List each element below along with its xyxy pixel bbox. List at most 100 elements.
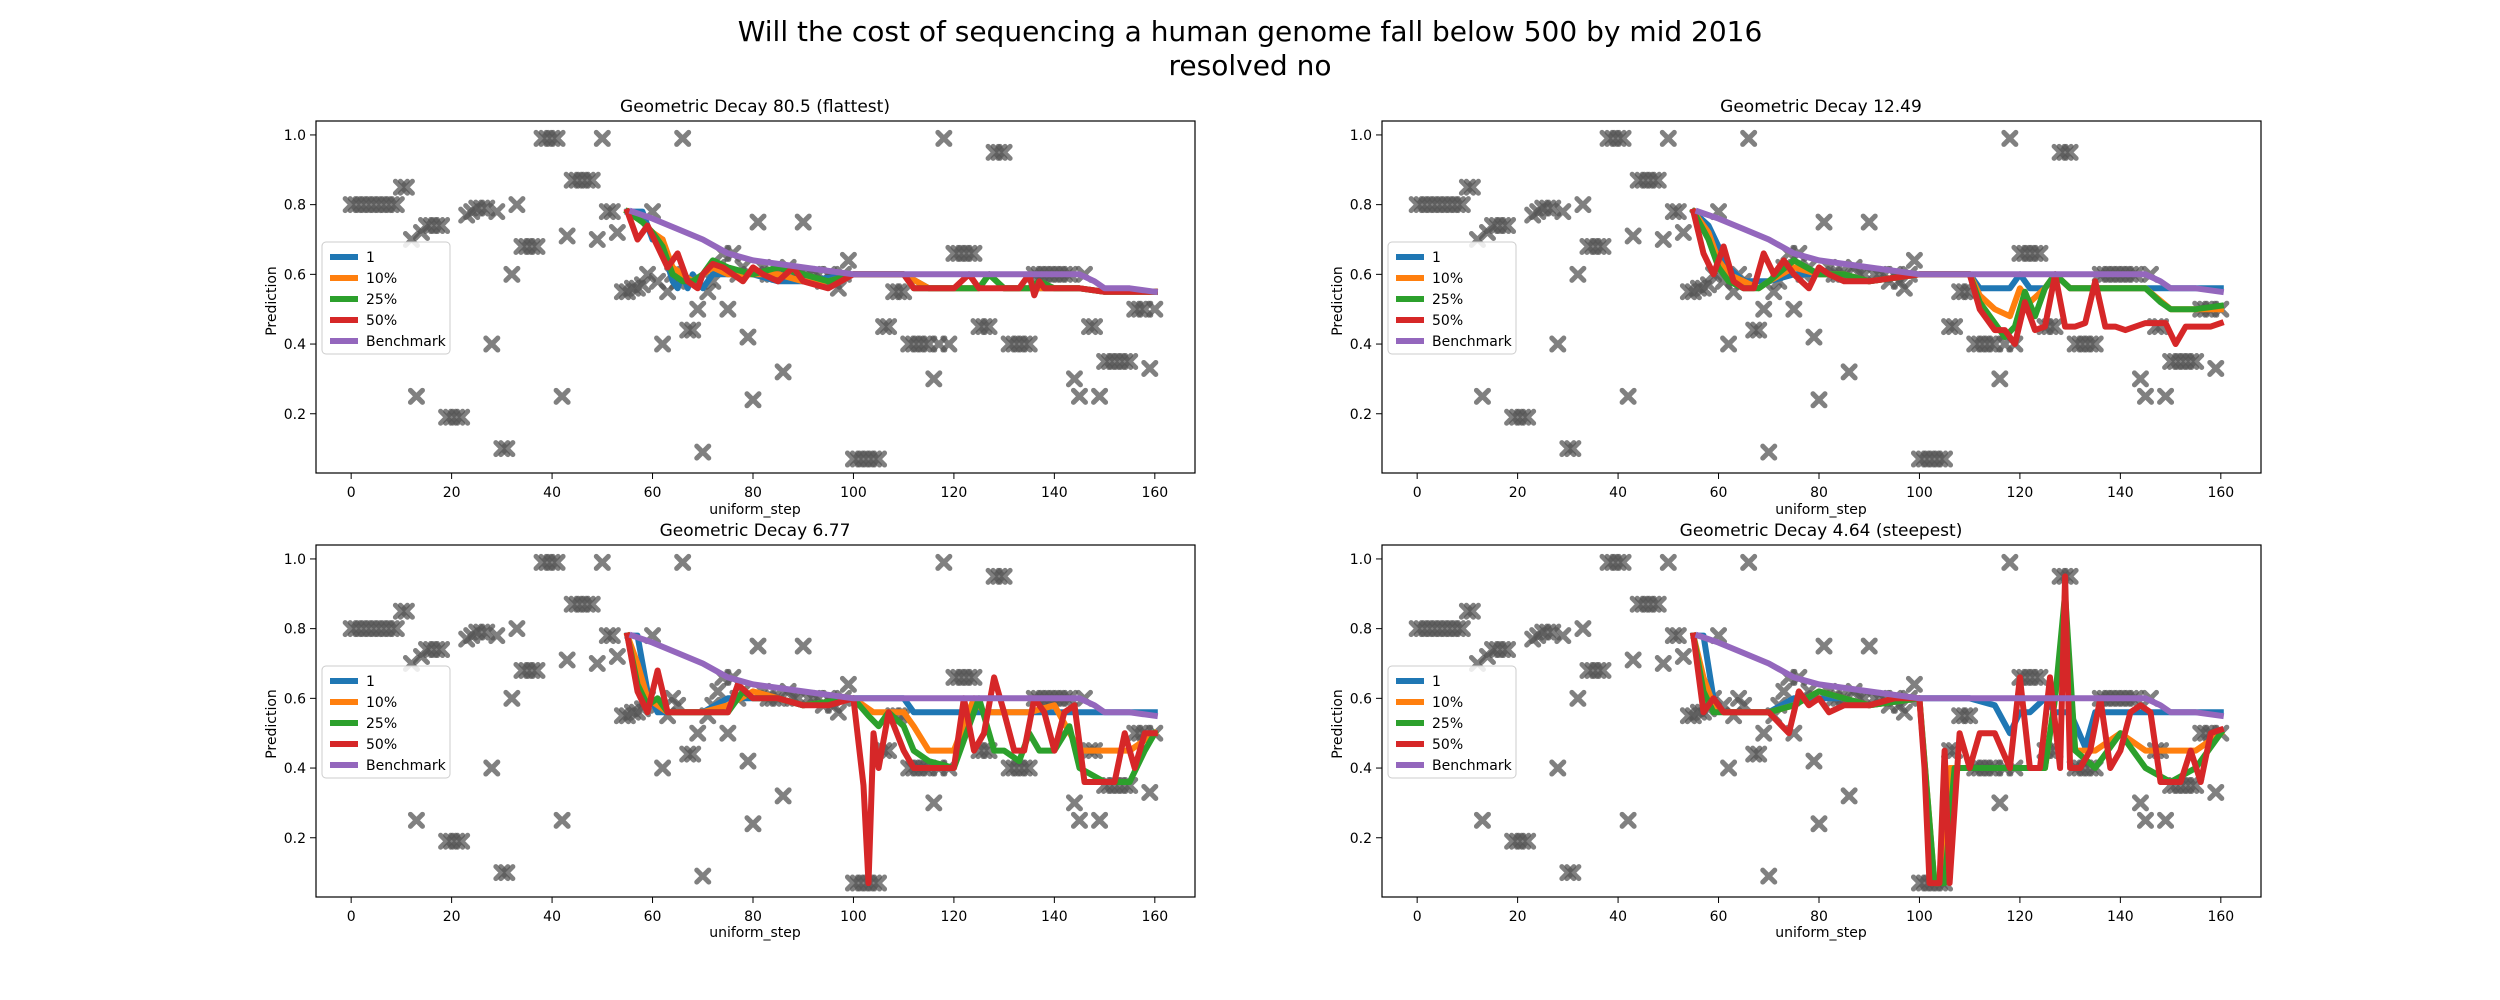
prediction-marker [1086,318,1104,336]
legend-entry-label: 1 [366,674,375,690]
prediction-marker [749,213,767,231]
y-axis-label: Prediction [264,266,280,336]
prediction-marker [749,637,767,655]
prediction-marker [1649,595,1667,613]
prediction-marker [1750,321,1768,339]
prediction-marker [674,553,692,571]
y-tick-label: 0.6 [284,691,306,707]
prediction-marker [774,363,792,381]
prediction-marker [1453,196,1471,214]
prediction-marker [1020,759,1038,777]
prediction-marker [2086,335,2104,353]
subplot-1: Geometric Decay 80.5 (flattest) uniform_… [264,97,890,518]
x-tick-label: 140 [1041,909,1068,925]
legend: 1 10% 25% 50% Benchmark [1387,241,1517,355]
x-tick-label: 140 [2107,909,2134,925]
prediction-marker [1654,230,1672,248]
prediction-marker [2031,244,2049,262]
axes-frame [1381,120,2262,474]
prediction-marker [925,370,943,388]
x-axis-label: uniform_step [1775,502,1867,518]
prediction-marker [694,867,712,885]
x-tick-label: 80 [744,909,762,925]
prediction-marker [397,602,415,620]
legend-entry-label: 10% [366,271,397,287]
prediction-marker [895,283,913,301]
y-axis-label: Prediction [1330,689,1346,759]
prediction-marker [654,335,672,353]
prediction-marker [870,874,888,892]
legend-box [1387,665,1517,779]
prediction-marker [553,811,571,829]
prediction-marker [1720,335,1738,353]
prediction-marker [925,794,943,812]
prediction-marker [407,811,425,829]
y-axis-label: Prediction [1330,266,1346,336]
prediction-marker [1065,794,1083,812]
prediction-marker [744,391,762,409]
prediction-marker [483,335,501,353]
prediction-marker [498,864,516,882]
x-tick-label: 20 [443,909,461,925]
prediction-marker [433,217,451,235]
prediction-markers [1408,129,2230,468]
x-tick-label: 100 [1906,485,1933,501]
prediction-marker [794,213,812,231]
prediction-marker [1760,443,1778,461]
prediction-marker [1594,237,1612,255]
prediction-marker [719,300,737,318]
x-tick-label: 160 [1141,485,1168,501]
prediction-marker [870,450,888,468]
x-tick-label: 140 [2107,485,2134,501]
prediction-marker [1463,178,1481,196]
prediction-marker [1519,832,1537,850]
prediction-marker [603,627,621,645]
prediction-marker [1564,864,1582,882]
prediction-marker [1473,387,1491,405]
legend-entry-label: 50% [1432,313,1463,329]
x-tick-label: 160 [1141,909,1168,925]
prediction-marker [1815,213,1833,231]
x-tick-label: 20 [443,485,461,501]
prediction-marker [608,224,626,242]
x-tick-label: 120 [941,485,968,501]
prediction-marker [709,682,727,700]
prediction-marker [588,654,606,672]
plot-area-1: 0 20 40 60 80 100 120 140 160 0.2 0.4 0.6 0.8 1.0 1 10%… [284,120,1196,501]
prediction-marker [689,300,707,318]
prediction-marker [2207,783,2225,801]
legend: 1 10% 25% 50% Benchmark [321,241,451,355]
prediction-marker [2207,359,2225,377]
prediction-marker [407,387,425,405]
prediction-marker [2131,794,2149,812]
plot-area-4: 0 20 40 60 80 100 120 140 160 0.2 0.4 0.6 0.8 1.0 1 10%… [1350,544,2262,925]
prediction-marker [935,129,953,147]
prediction-marker [1669,203,1687,221]
prediction-marker [1936,450,1954,468]
legend-box [321,241,451,355]
prediction-marker [1614,129,1632,147]
x-tick-label: 0 [1413,485,1422,501]
prediction-marker [2001,553,2019,571]
prediction-marker [1775,682,1793,700]
prediction-marker [488,203,506,221]
prediction-marker [387,196,405,214]
subplot-title: Geometric Decay 6.77 [660,521,851,541]
legend: 1 10% 25% 50% Benchmark [1387,665,1517,779]
prediction-marker [1860,213,1878,231]
prediction-marker [794,637,812,655]
x-tick-label: 80 [1810,909,1828,925]
prediction-marker [1785,300,1803,318]
prediction-marker [1554,627,1572,645]
prediction-marker [829,703,847,721]
y-tick-label: 0.8 [284,622,306,638]
prediction-marker [694,443,712,461]
prediction-marker [1991,370,2009,388]
legend-entry-label: 25% [1432,292,1463,308]
prediction-marker [674,129,692,147]
prediction-marker [940,335,958,353]
prediction-marker [633,276,651,294]
series-line-50pct [623,207,1158,299]
